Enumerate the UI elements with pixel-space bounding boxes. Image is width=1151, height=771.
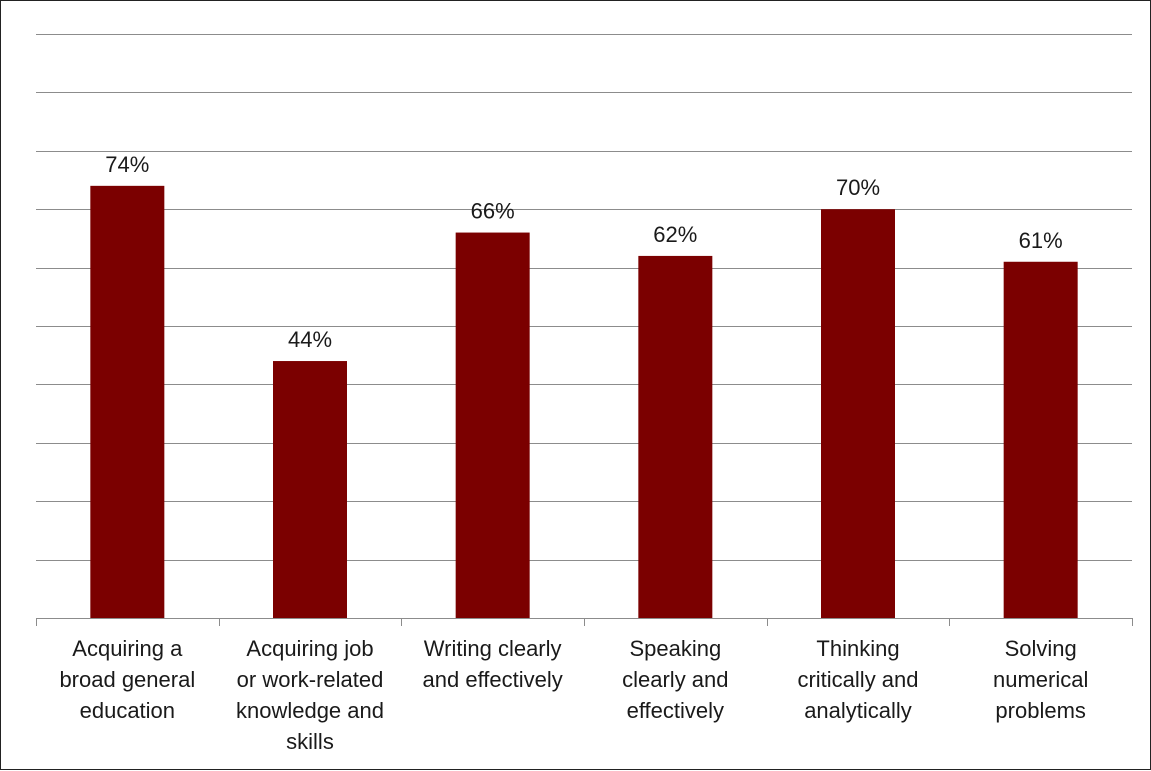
data-label: 70% [836,175,880,200]
bars [90,185,1078,619]
category-label: Acquiring job or work-related knowledge an… [236,636,384,754]
x-axis [36,618,1133,626]
data-label: 44% [288,327,332,352]
data-label: 61% [1019,228,1063,253]
bar [455,232,530,618]
category-label: Speaking clearly and effectively [622,636,728,723]
data-labels: 74% 44% 66% 62% 70% 61% [105,152,1062,352]
category-label: Acquiring a broad general education [59,636,195,723]
bar [821,209,895,618]
data-label: 74% [105,152,149,177]
bar [1003,261,1078,618]
bar [638,255,713,619]
category-label: Thinking critically and analytically [797,636,918,723]
gridlines [36,34,1132,561]
bar [90,185,165,618]
category-label: Writing clearly and effectively [423,636,563,692]
data-label: 66% [471,199,515,224]
category-label: Solving numerical problems [993,636,1088,723]
data-label: 62% [653,222,697,247]
category-labels: Acquiring a broad general education Acquiri… [59,636,1088,754]
bar [273,361,347,618]
